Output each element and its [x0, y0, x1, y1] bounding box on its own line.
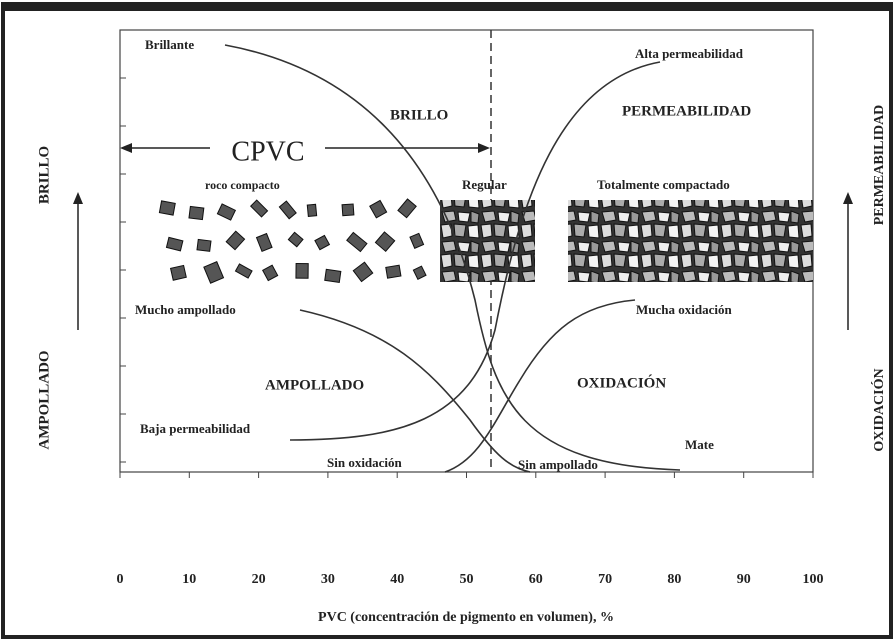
annotation: Alta permeabilidad — [635, 46, 744, 61]
annotation: BRILLO — [390, 107, 448, 123]
x-tick-label: 10 — [182, 572, 196, 587]
fragment — [171, 265, 187, 280]
x-tick-label: 90 — [737, 572, 751, 587]
frame — [3, 4, 891, 637]
annotation: Totalmente compactado — [597, 177, 730, 192]
x-tick-label: 20 — [252, 572, 266, 587]
side-label: BRILLO — [36, 146, 52, 204]
fragment — [159, 201, 175, 215]
fragment — [386, 265, 401, 278]
annotation: Sin oxidación — [327, 455, 403, 470]
annotation: Regular — [462, 177, 507, 192]
compact-aggregate — [568, 200, 813, 282]
x-tick-label: 30 — [321, 572, 335, 587]
fragment — [342, 204, 354, 216]
x-tick-label: 70 — [598, 572, 612, 587]
x-tick-label: 80 — [667, 572, 681, 587]
fragment — [197, 239, 211, 251]
annotation: PERMEABILIDAD — [622, 103, 751, 119]
annotation: Mucho ampollado — [135, 302, 236, 317]
annotation: Baja permeabilidad — [140, 421, 251, 436]
x-tick-label: 0 — [117, 572, 124, 587]
side-label: OXIDACIÓN — [870, 368, 887, 451]
x-tick-label: 50 — [460, 572, 474, 587]
annotation: Mucha oxidación — [636, 302, 732, 317]
x-tick-label: 60 — [529, 572, 543, 587]
annotation: OXIDACIÓN — [577, 374, 666, 391]
annotation: Sin ampollado — [518, 457, 598, 472]
x-axis-label: PVC (concentración de pigmento en volume… — [318, 610, 614, 625]
annotation: Mate — [685, 437, 714, 452]
annotation: CPVC — [231, 136, 304, 167]
annotation: roco compacto — [205, 178, 280, 192]
fragment — [307, 204, 316, 216]
diagram: BRILLO AMPOLLADO PERMEABILIDAD OXIDACIÓN… — [0, 0, 894, 641]
fragment — [325, 269, 341, 282]
annotation: AMPOLLADO — [265, 377, 364, 393]
side-label: PERMEABILIDAD — [872, 105, 887, 226]
fragment — [189, 206, 204, 219]
x-tick-label: 40 — [390, 572, 404, 587]
side-label: AMPOLLADO — [36, 350, 52, 449]
frame-top — [3, 2, 891, 11]
regular-aggregate — [440, 200, 535, 282]
x-tick-label: 100 — [803, 572, 824, 587]
fragment — [296, 263, 308, 278]
annotation: Brillante — [145, 37, 194, 52]
